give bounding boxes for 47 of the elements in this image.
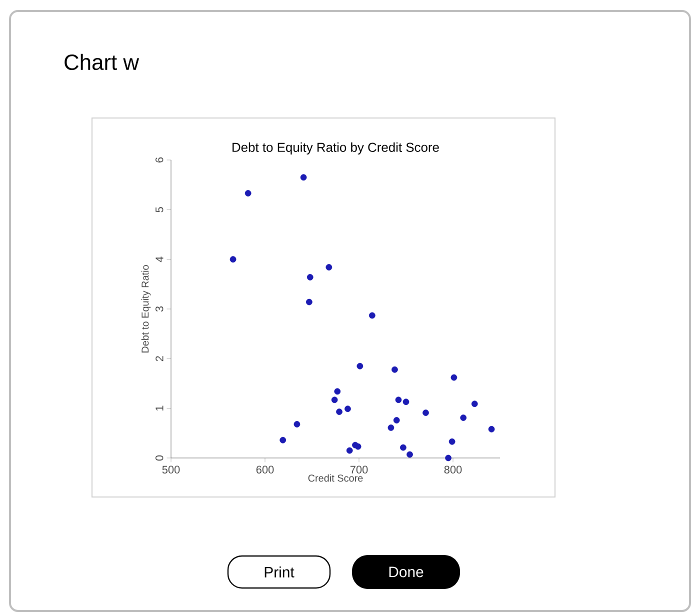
x-axis-title: Credit Score [308,474,363,482]
y-tick-label: 6 [155,157,164,162]
point [334,388,341,395]
point [244,190,252,196]
point [460,414,467,421]
point [400,444,406,451]
point [280,436,286,444]
point [354,443,362,450]
y-tick-label: 1 [156,406,164,411]
point [326,264,332,270]
text: Print [264,566,294,578]
point [422,410,429,416]
point [356,362,364,370]
point [230,256,236,263]
point [336,408,342,415]
y-tick-label: 0 [155,455,164,461]
point [471,400,478,408]
point [402,398,410,406]
point [300,174,307,181]
point [395,396,402,404]
point [448,438,456,445]
text: Chart w [64,54,140,70]
x-tick-label: 500 [162,466,180,474]
y-tick-label: 5 [156,207,164,212]
point [294,421,300,428]
point [393,417,400,424]
x-tick-label: 600 [256,466,274,474]
text: Done [389,566,424,578]
point [445,454,452,462]
point [406,451,413,458]
point [306,274,314,280]
y-tick-label: 2 [156,356,164,362]
point [450,374,458,381]
point [368,312,376,319]
y-axis-title: Debt to Equity Ratio [141,265,151,352]
point [346,447,353,454]
point [344,406,351,412]
point [331,396,338,404]
x-tick-label: 700 [350,466,368,474]
chart-title: Debt to Equity Ratio by Credit Score [232,142,439,154]
point [306,298,312,306]
point [392,366,398,373]
y-tick-label: 4 [156,256,164,262]
point [388,424,394,431]
point [488,426,495,432]
y-tick-label: 3 [155,306,164,312]
x-tick-label: 800 [444,466,462,474]
